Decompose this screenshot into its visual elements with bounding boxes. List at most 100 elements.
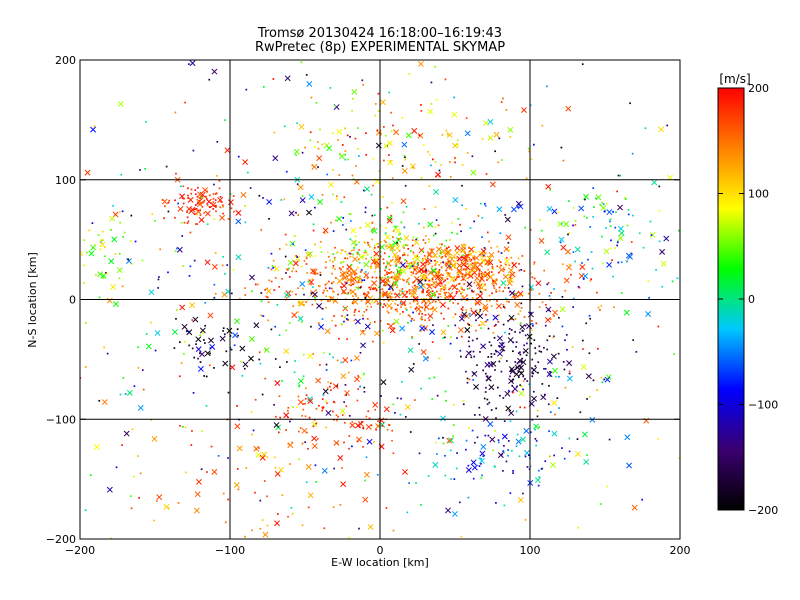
data-point-1223 [531,395,537,402]
data-point-110 [374,263,381,270]
data-point-103 [407,314,410,317]
colorbar-tick-label-2: 0 [748,293,755,306]
data-point-2275 [307,250,313,257]
data-point-2282 [386,236,389,239]
data-point-394 [308,279,315,286]
data-point-745 [492,280,494,282]
data-point-1700 [131,263,134,265]
data-point-620 [386,310,389,313]
data-point-2095 [224,272,226,275]
data-point-1934 [452,435,455,438]
data-point-2346 [600,204,607,211]
data-point-2658 [136,455,139,457]
data-point-596 [538,292,541,295]
data-point-749 [454,249,461,256]
data-point-646 [347,292,350,294]
data-point-525 [357,297,359,299]
data-point-392 [373,258,380,265]
data-point-2277 [106,352,109,355]
data-point-2128 [485,320,487,323]
data-point-1156 [213,205,216,208]
data-point-922 [359,275,361,278]
data-point-1790 [631,504,638,511]
data-point-901 [339,252,342,255]
data-point-2176 [465,208,468,210]
data-point-1497 [175,317,177,320]
data-point-2120 [597,347,599,350]
data-point-2641 [273,456,276,459]
data-point-1709 [344,306,347,309]
data-point-2557 [287,406,290,409]
data-point-100 [408,283,410,286]
data-point-2214 [306,209,312,216]
data-point-1405 [418,452,421,455]
data-point-1470 [529,431,532,434]
data-point-1882 [517,206,519,208]
data-point-1594 [314,297,317,299]
data-point-2084 [407,281,410,284]
data-point-519 [457,273,460,276]
data-point-909 [406,244,409,247]
data-point-2534 [319,128,321,131]
data-point-1234 [482,369,484,372]
data-point-66 [530,289,533,291]
data-point-2085 [581,339,584,342]
data-point-2479 [412,166,415,169]
data-point-2656 [258,447,260,449]
data-point-1848 [433,376,436,379]
data-point-721 [452,260,455,262]
data-point-2689 [234,423,241,430]
data-point-1378 [568,372,571,375]
data-point-2160 [406,511,409,514]
data-point-1201 [509,370,512,373]
data-point-2139 [522,380,525,382]
data-point-1279 [536,415,539,418]
data-point-2289 [657,438,659,440]
data-point-2638 [251,433,253,436]
data-point-864 [462,244,465,247]
data-point-1165 [187,196,194,203]
data-point-1863 [303,293,305,296]
data-point-2052 [549,411,552,414]
data-point-1250 [495,417,497,419]
data-point-2318 [259,362,262,365]
data-point-990 [372,259,375,262]
data-point-1346 [534,352,537,355]
data-point-1982 [440,329,447,336]
data-point-53 [413,260,415,263]
data-point-1392 [520,302,523,305]
data-point-1634 [277,431,280,434]
data-point-2519 [315,101,318,104]
data-point-2364 [650,234,653,236]
data-point-1972 [242,361,249,368]
data-point-1659 [436,394,439,397]
data-point-2403 [109,215,116,222]
data-point-2382 [572,207,575,209]
data-point-1887 [453,96,456,99]
data-point-1422 [484,434,487,437]
data-point-610 [285,297,288,299]
data-point-1441 [487,421,494,427]
data-point-265 [377,263,379,266]
data-point-1531 [175,309,178,312]
data-point-2212 [578,286,581,289]
data-point-155 [390,292,393,295]
y-tick-label-1: −100 [46,413,76,426]
data-point-2583 [348,435,351,437]
data-point-593 [386,302,393,309]
data-point-1251 [468,345,471,348]
data-point-1041 [373,244,376,247]
data-point-2175 [364,323,371,330]
data-point-1970 [262,315,265,317]
data-point-1607 [434,226,437,229]
x-tick-label-2: 0 [377,544,384,557]
data-point-1889 [167,271,169,274]
data-point-2367 [578,205,585,212]
data-point-918 [386,280,389,283]
data-point-2446 [331,132,334,135]
data-point-565 [221,264,224,267]
data-point-1060 [359,226,362,229]
data-point-1503 [248,355,254,362]
data-point-1456 [480,462,482,465]
data-point-2379 [546,205,553,212]
